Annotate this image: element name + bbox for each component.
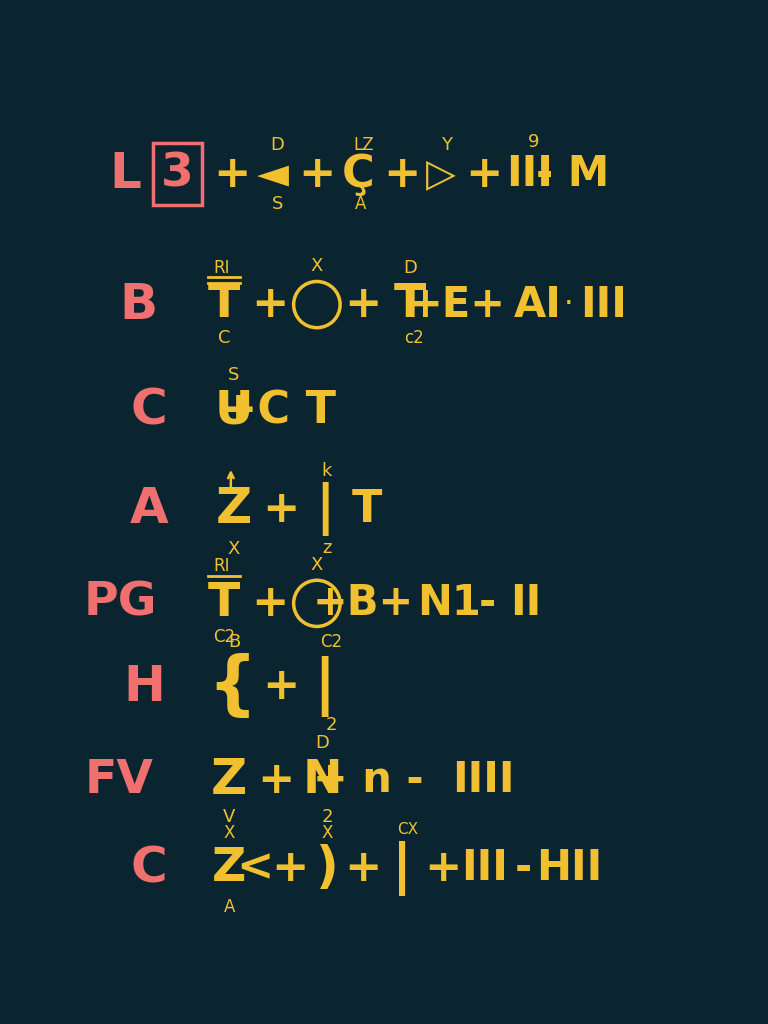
Text: RI: RI <box>214 259 230 276</box>
Text: B: B <box>228 633 240 651</box>
Text: PG: PG <box>84 581 157 626</box>
Text: C2: C2 <box>213 629 235 646</box>
Text: AI: AI <box>514 284 561 326</box>
Text: |: | <box>315 482 334 537</box>
Text: +: + <box>345 283 382 326</box>
Text: A: A <box>223 898 235 915</box>
Text: +: + <box>271 847 309 890</box>
Text: X: X <box>311 556 323 573</box>
Text: C2: C2 <box>320 633 343 651</box>
Text: 9: 9 <box>528 133 540 152</box>
Text: <: < <box>237 847 273 890</box>
Text: +: + <box>465 153 502 196</box>
Text: Z: Z <box>211 757 247 805</box>
Text: ▷: ▷ <box>426 156 456 194</box>
Text: T: T <box>208 282 240 327</box>
Text: + n -: + n - <box>313 760 424 802</box>
Text: S: S <box>228 367 240 384</box>
Text: z: z <box>323 539 332 557</box>
Text: +E+: +E+ <box>407 284 505 326</box>
Text: +C T: +C T <box>220 389 336 432</box>
Text: III: III <box>580 284 627 326</box>
Text: T: T <box>352 487 382 530</box>
Text: k: k <box>322 462 332 480</box>
Text: H: H <box>123 663 165 711</box>
Text: S: S <box>272 195 283 213</box>
Text: 2: 2 <box>321 808 333 826</box>
Text: ): ) <box>316 844 339 892</box>
Text: - M: - M <box>536 154 609 196</box>
Text: c2: c2 <box>404 330 424 347</box>
Text: HII: HII <box>535 847 602 889</box>
Text: Z: Z <box>216 485 252 534</box>
Text: A: A <box>129 485 168 534</box>
Text: Z: Z <box>212 846 247 891</box>
Text: ◄: ◄ <box>257 154 289 196</box>
Text: X: X <box>223 824 235 842</box>
Text: +: + <box>425 847 462 890</box>
Text: D: D <box>270 136 284 155</box>
Text: X: X <box>228 541 240 558</box>
Text: RI: RI <box>214 557 230 575</box>
Text: N: N <box>303 758 342 803</box>
Text: |: | <box>313 656 336 717</box>
Text: X: X <box>321 824 333 842</box>
Text: LZ: LZ <box>353 136 374 155</box>
Text: N1: N1 <box>417 583 481 625</box>
Text: +: + <box>383 153 421 196</box>
Text: +: + <box>252 283 289 326</box>
Text: ·: · <box>564 290 574 319</box>
Text: U: U <box>215 388 253 433</box>
Text: C: C <box>131 844 167 892</box>
Text: +: + <box>213 153 250 196</box>
Text: X: X <box>311 257 323 275</box>
Text: 2: 2 <box>326 716 337 734</box>
Text: +: + <box>252 582 289 625</box>
Text: C: C <box>131 387 167 435</box>
Text: +: + <box>345 847 382 890</box>
Text: FV: FV <box>84 758 154 803</box>
Text: T: T <box>208 581 240 626</box>
Text: +: + <box>262 665 300 708</box>
Text: +: + <box>298 153 336 196</box>
Text: C: C <box>217 330 230 347</box>
Text: Y: Y <box>441 136 452 155</box>
Text: Ç: Ç <box>342 153 374 196</box>
Text: A: A <box>356 195 367 213</box>
Text: T: T <box>394 282 426 327</box>
Text: +: + <box>262 487 300 530</box>
Text: {: { <box>207 653 257 720</box>
Text: +B+: +B+ <box>313 583 414 625</box>
Text: B: B <box>120 281 157 329</box>
Text: |: | <box>392 841 412 896</box>
Text: D: D <box>403 259 417 276</box>
Text: IIII: IIII <box>452 760 515 802</box>
Text: III: III <box>462 847 508 889</box>
Text: 3: 3 <box>161 152 194 197</box>
Text: II: II <box>511 583 541 625</box>
Text: -: - <box>515 847 532 889</box>
Text: CX: CX <box>397 822 418 838</box>
Text: D: D <box>316 734 329 753</box>
Text: +: + <box>257 759 294 802</box>
Text: L: L <box>110 151 141 199</box>
Text: III: III <box>507 154 554 196</box>
Text: V: V <box>223 808 236 826</box>
Text: -: - <box>478 583 496 625</box>
